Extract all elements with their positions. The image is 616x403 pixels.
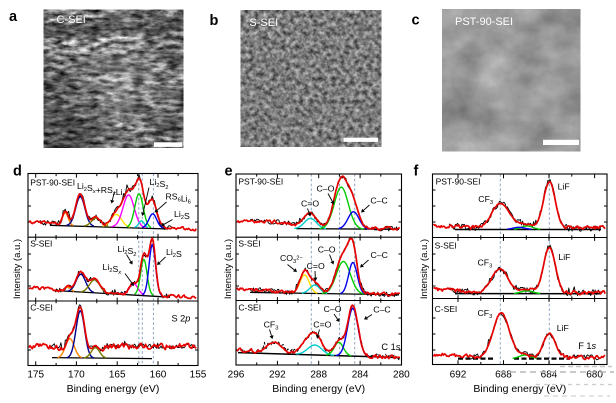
svg-text:688: 688 <box>495 370 512 381</box>
svg-text:S-SEI: S-SEI <box>435 240 457 250</box>
svg-text:Intensity (a.u.): Intensity (a.u.) <box>419 239 430 299</box>
svg-text:C=O: C=O <box>301 199 319 209</box>
svg-text:LiF: LiF <box>557 323 569 333</box>
svg-text:b: b <box>210 13 219 29</box>
svg-text:d: d <box>13 164 22 180</box>
svg-text:LiF: LiF <box>558 182 570 192</box>
svg-text:C=O: C=O <box>307 261 325 271</box>
svg-text:C–O: C–O <box>317 184 335 194</box>
svg-text:Intensity (a.u.): Intensity (a.u.) <box>12 239 23 299</box>
svg-text:S-SEI: S-SEI <box>249 17 278 29</box>
svg-text:RS6Li6: RS6Li6 <box>166 192 191 206</box>
svg-text:C-SEI: C-SEI <box>57 14 86 26</box>
svg-text:C–C: C–C <box>371 250 388 260</box>
svg-text:Binding energy (eV): Binding energy (eV) <box>67 383 160 395</box>
svg-text:284: 284 <box>352 370 369 381</box>
svg-text:e: e <box>225 164 233 180</box>
svg-text:296: 296 <box>228 370 245 381</box>
svg-text:C–C: C–C <box>370 195 387 205</box>
svg-text:f: f <box>414 164 419 180</box>
svg-text:CF3: CF3 <box>478 258 493 270</box>
svg-text:175: 175 <box>27 370 44 381</box>
svg-text:S-SEI: S-SEI <box>238 238 260 248</box>
svg-text:C–O: C–O <box>318 245 336 255</box>
svg-text:C=O: C=O <box>313 320 331 330</box>
svg-text:PST-90-SEI: PST-90-SEI <box>238 177 283 187</box>
svg-text:CF3: CF3 <box>264 320 279 332</box>
svg-text:Binding energy (eV): Binding energy (eV) <box>473 383 566 395</box>
svg-text:F 1s: F 1s <box>578 341 596 351</box>
svg-text:288: 288 <box>310 370 327 381</box>
svg-text:155: 155 <box>190 370 207 381</box>
svg-text:c: c <box>412 13 420 29</box>
svg-text:CO32−: CO32− <box>280 253 303 265</box>
svg-text:Li2Sx: Li2Sx <box>103 262 123 276</box>
svg-text:S 2p: S 2p <box>172 314 191 324</box>
svg-text:PST-90-SEI: PST-90-SEI <box>436 177 481 187</box>
svg-text:C-SEI: C-SEI <box>238 303 261 313</box>
svg-text:Li2S: Li2S <box>166 247 182 259</box>
svg-text:C–C: C–C <box>373 305 390 315</box>
svg-text:S-SEI: S-SEI <box>30 238 52 248</box>
svg-text:PST-90-SEI: PST-90-SEI <box>455 16 513 28</box>
svg-text:280: 280 <box>393 370 410 381</box>
svg-text:C-SEI: C-SEI <box>435 304 458 314</box>
svg-text:165: 165 <box>109 370 126 381</box>
svg-text:Intensity (a.u.): Intensity (a.u.) <box>223 239 234 299</box>
svg-text:LiF: LiF <box>558 252 570 262</box>
svg-text:CF3: CF3 <box>478 308 493 320</box>
svg-text:Binding energy (eV): Binding energy (eV) <box>272 383 365 395</box>
svg-text:692: 692 <box>450 370 467 381</box>
svg-text:292: 292 <box>269 370 286 381</box>
svg-text:684: 684 <box>541 370 558 381</box>
svg-text:Li2Sx+RSxLi6: Li2Sx+RSxLi6 <box>77 181 126 199</box>
svg-text:CF3: CF3 <box>478 194 493 206</box>
svg-text:C 1s: C 1s <box>381 342 400 352</box>
svg-text:C–O: C–O <box>324 304 342 314</box>
svg-text:Li2S2: Li2S2 <box>118 244 137 258</box>
svg-text:C-SEI: C-SEI <box>30 303 53 313</box>
svg-text:160: 160 <box>150 370 167 381</box>
svg-text:Li2S2: Li2S2 <box>150 177 169 191</box>
svg-text:680: 680 <box>586 370 603 381</box>
svg-text:Li2S: Li2S <box>174 209 190 221</box>
svg-text:PST-90-SEI: PST-90-SEI <box>30 178 75 188</box>
svg-text:170: 170 <box>68 370 85 381</box>
svg-text:a: a <box>9 9 18 25</box>
